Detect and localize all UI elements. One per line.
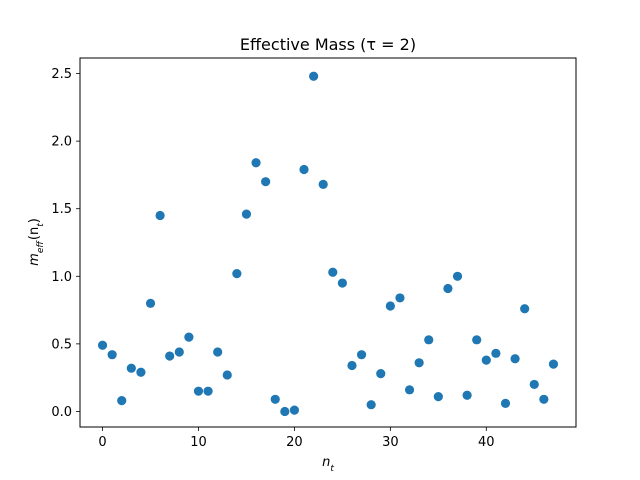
data-point: [395, 293, 405, 303]
data-point: [97, 340, 108, 350]
data-point: [443, 283, 453, 294]
data-point: [299, 164, 309, 175]
x-tick-label: 30: [382, 435, 399, 450]
data-point: [529, 379, 539, 390]
data-point: [213, 347, 223, 357]
data-point: [414, 358, 424, 368]
data-point: [539, 394, 549, 404]
x-tick-label: 0: [98, 435, 106, 450]
y-tick-label: 1.5: [51, 202, 72, 217]
data-point: [270, 394, 280, 404]
x-tick-label: 10: [190, 435, 207, 450]
data-point: [184, 332, 194, 342]
data-point: [462, 390, 472, 400]
data-point: [404, 385, 415, 395]
data-point: [520, 304, 530, 314]
plot-area: [97, 71, 559, 417]
axis-ticks: 0 10 20 30 40 0.0 0.5 1.0 1.5 2.0 2.5: [51, 67, 494, 450]
data-point: [452, 271, 463, 281]
y-tick-label: 0.0: [51, 405, 72, 420]
data-point: [309, 71, 319, 81]
axes-frame: [79, 57, 577, 428]
y-tick-label: 0.5: [51, 337, 72, 352]
data-point: [318, 179, 328, 189]
data-point: [433, 391, 443, 402]
data-point: [491, 348, 501, 358]
data-point: [356, 350, 367, 360]
data-point: [481, 355, 491, 365]
data-point: [347, 360, 357, 371]
data-point: [251, 158, 261, 168]
data-point: [289, 405, 300, 415]
data-point: [376, 369, 386, 379]
data-point: [222, 370, 232, 380]
x-tick-label: 20: [286, 435, 303, 450]
data-point: [107, 350, 117, 360]
data-point: [232, 268, 242, 279]
data-point: [155, 210, 165, 221]
data-point: [145, 298, 156, 308]
data-point: [424, 335, 434, 345]
data-point: [261, 177, 271, 187]
x-axis-label: nt: [322, 455, 334, 474]
data-point: [548, 359, 559, 369]
x-tick-label: 40: [478, 435, 495, 450]
data-point: [117, 396, 127, 406]
data-point: [136, 367, 146, 377]
y-tick-label: 1.0: [51, 270, 72, 285]
data-point: [174, 347, 184, 357]
data-point: [472, 335, 482, 345]
data-point: [126, 363, 136, 373]
data-point: [165, 351, 175, 361]
data-point: [510, 354, 520, 364]
data-point: [203, 386, 213, 396]
chart-title: Effective Mass (τ = 2): [240, 35, 416, 54]
data-point: [366, 400, 376, 410]
data-point: [193, 386, 204, 396]
data-point: [280, 406, 290, 417]
data-point: [385, 301, 395, 311]
data-point: [337, 278, 347, 288]
data-point: [241, 209, 252, 219]
data-point: [328, 267, 338, 277]
y-tick-label: 2.0: [51, 135, 72, 150]
data-point: [500, 398, 511, 408]
y-axis-label: meff(nt): [27, 218, 46, 266]
y-tick-label: 2.5: [51, 67, 72, 82]
